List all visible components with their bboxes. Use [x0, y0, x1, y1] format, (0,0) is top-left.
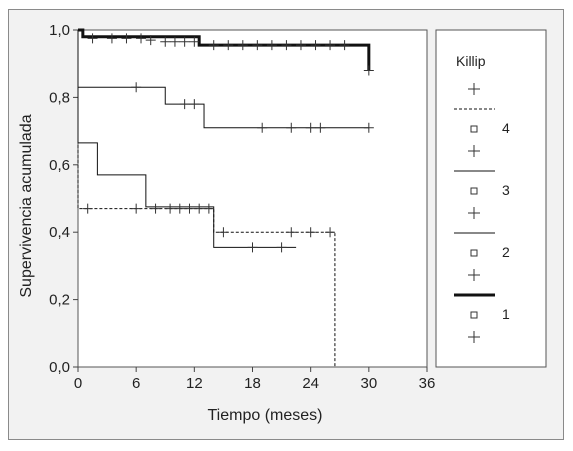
y-tick-label-0: 0,0 — [49, 359, 70, 376]
legend-square-killip-3 — [470, 187, 478, 195]
censor-mark-killip-4-0 — [82, 203, 93, 214]
series-line-killip-3 — [77, 30, 297, 248]
censor-mark-killip-4-2 — [218, 227, 229, 238]
legend-plus-killip-2 — [468, 269, 480, 281]
y-axis-ticks: 0,0 0,2 0,4 0,6 0,8 1,0 — [49, 22, 78, 376]
x-axis-label: Tiempo (meses) — [208, 407, 323, 424]
censor-mark-killip-2-2 — [189, 99, 200, 110]
censor-mark-killip-2-6 — [315, 122, 326, 133]
legend-square-killip-2 — [470, 249, 478, 257]
legend-plus-top — [468, 83, 480, 95]
censor-mark-killip-1-0 — [87, 33, 98, 44]
y-tick-label-5: 1,0 — [49, 22, 70, 39]
legend-label-killip-1: 1 — [502, 306, 510, 322]
censor-mark-killip-1-5 — [160, 36, 171, 47]
plot-area — [77, 29, 428, 368]
series-line-killip-1 — [78, 28, 371, 71]
legend-square-killip-4 — [470, 125, 478, 133]
censor-mark-killip-1-8 — [189, 36, 200, 47]
legend-label-killip-4: 4 — [502, 120, 510, 136]
legend-items: 4 3 2 1 — [454, 83, 510, 343]
censor-mark-killip-1-10 — [223, 40, 234, 51]
censor-mark-killip-1-1 — [106, 33, 117, 44]
legend-plus-killip-1 — [468, 331, 480, 343]
censor-mark-killip-2-0 — [131, 82, 142, 93]
censor-mark-killip-3-1 — [165, 203, 176, 214]
censor-mark-killip-4-5 — [325, 227, 336, 238]
y-axis-label: Supervivencia acumulada — [18, 114, 35, 297]
censor-mark-killip-3-2 — [174, 203, 185, 214]
legend-label-killip-3: 3 — [502, 182, 510, 198]
censor-mark-killip-4-1 — [131, 203, 142, 214]
censor-mark-killip-3-7 — [276, 242, 287, 253]
censor-mark-killip-1-19 — [363, 65, 374, 76]
censor-mark-killip-1-3 — [136, 33, 147, 44]
x-tick-label-5: 30 — [360, 375, 377, 392]
y-tick-label-2: 0,4 — [49, 224, 70, 241]
censor-mark-killip-3-0 — [150, 203, 161, 214]
x-tick-label-6: 36 — [419, 375, 436, 392]
x-tick-label-1: 6 — [132, 375, 140, 392]
censor-mark-killip-1-7 — [179, 36, 190, 47]
censor-mark-killip-4-4 — [305, 227, 316, 238]
censor-mark-killip-1-14 — [281, 40, 292, 51]
censor-mark-killip-1-2 — [121, 33, 132, 44]
censor-mark-killip-1-15 — [295, 40, 306, 51]
y-tick-label-3: 0,6 — [49, 157, 70, 174]
x-tick-label-4: 24 — [302, 375, 319, 392]
censor-mark-killip-1-6 — [169, 36, 180, 47]
censor-mark-killip-1-9 — [208, 40, 219, 51]
y-tick-label-1: 0,2 — [49, 292, 70, 309]
y-tick-label-4: 0,8 — [49, 89, 70, 106]
censor-mark-killip-1-16 — [310, 40, 321, 51]
censor-mark-killip-3-3 — [184, 203, 195, 214]
x-axis-ticks: 0 6 12 18 24 30 36 — [74, 367, 436, 392]
censor-mark-killip-2-1 — [179, 99, 190, 110]
series-layer — [77, 28, 374, 367]
censor-mark-killip-2-7 — [363, 122, 374, 133]
x-tick-label-3: 18 — [244, 375, 261, 392]
legend-plus-killip-3 — [468, 207, 480, 219]
legend-square-killip-1 — [470, 311, 478, 319]
x-tick-label-0: 0 — [74, 375, 82, 392]
censor-mark-killip-1-18 — [339, 40, 350, 51]
censor-mark-killip-1-4 — [145, 35, 156, 46]
censor-mark-killip-3-5 — [203, 203, 214, 214]
censor-mark-killip-1-13 — [266, 40, 277, 51]
censor-mark-killip-1-17 — [325, 40, 336, 51]
legend-plus-killip-4 — [468, 145, 480, 157]
x-tick-label-2: 12 — [186, 375, 203, 392]
censor-mark-killip-2-5 — [305, 122, 316, 133]
censor-mark-killip-1-12 — [252, 40, 263, 51]
censor-mark-killip-4-3 — [286, 227, 297, 238]
legend-box — [435, 29, 547, 368]
legend-title: Killip — [456, 53, 486, 69]
censor-mark-killip-2-3 — [257, 122, 268, 133]
censor-mark-killip-2-4 — [286, 122, 297, 133]
censor-mark-killip-3-4 — [194, 203, 205, 214]
censor-mark-killip-3-6 — [247, 242, 258, 253]
legend-label-killip-2: 2 — [502, 244, 510, 260]
series-line-killip-2 — [77, 30, 369, 129]
censor-mark-killip-1-11 — [237, 40, 248, 51]
